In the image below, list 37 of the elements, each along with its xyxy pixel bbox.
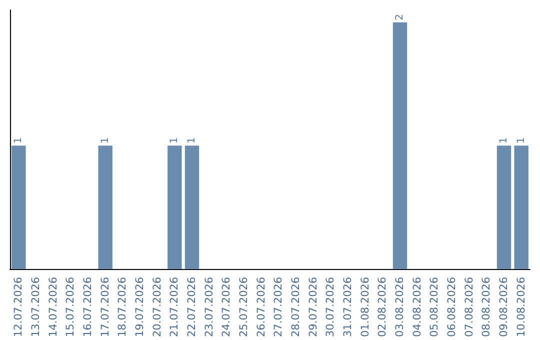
x-tick-label: 23.07.2026 [203,276,216,338]
x-tick-label: 20.07.2026 [151,276,164,338]
x-tick-label: 30.07.2026 [324,276,337,338]
x-tick-label: 28.07.2026 [290,276,302,338]
x-tick-label: 19.07.2026 [134,276,146,338]
x-tick-label: 17.07.2026 [99,276,112,338]
x-tick-label: 13.07.2026 [30,276,42,338]
x-tick-label: 24.07.2026 [220,276,233,338]
data-label: 1 [498,137,510,144]
x-tick-label: 01.08.2026 [359,276,372,338]
x-tick-label: 04.08.2026 [411,276,424,338]
x-tick-label: 26.07.2026 [255,276,268,338]
data-label: 1 [516,137,527,144]
x-tick-label: 21.07.2026 [168,276,181,338]
x-tick-label: 18.07.2026 [116,276,129,338]
x-tick-label: 14.07.2026 [47,276,60,338]
x-tick-label: 27.07.2026 [272,276,285,338]
data-label: 1 [13,137,24,144]
x-tick-label: 05.08.2026 [428,276,441,338]
x-tick-label: 07.08.2026 [463,276,476,338]
x-tick-label: 25.07.2026 [238,276,250,338]
x-tick-label: 16.07.2026 [82,276,94,338]
x-tick-label: 10.08.2026 [515,276,528,338]
x-tick-label: 08.08.2026 [480,276,493,338]
data-label: 1 [169,137,180,144]
x-tick-label: 06.08.2026 [446,276,458,338]
x-tick-label: 31.07.2026 [342,276,354,338]
data-label: 1 [186,137,198,144]
x-tick-label: 22.07.2026 [186,276,198,338]
data-label: 2 [394,14,406,20]
x-tick-label: 09.08.2026 [498,276,510,338]
x-tick-label: 15.07.2026 [64,276,77,338]
x-tick-label: 03.08.2026 [394,276,406,338]
x-tick-label: 29.07.2026 [307,276,320,338]
x-tick-label: 02.08.2026 [376,276,389,338]
data-label: 1 [100,137,111,144]
x-tick-label: 12.07.2026 [12,276,25,338]
